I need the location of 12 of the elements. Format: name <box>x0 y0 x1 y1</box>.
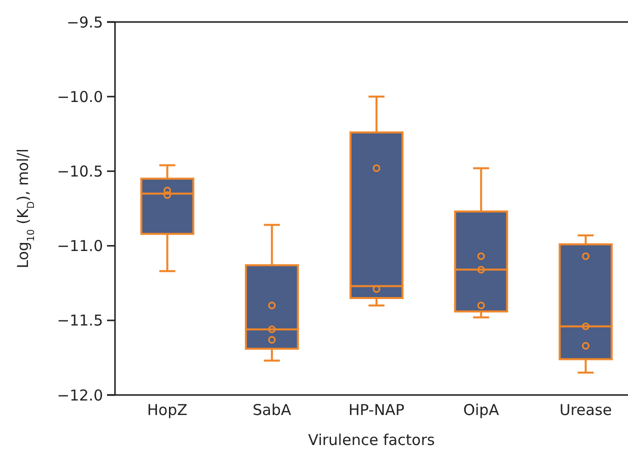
y-tick-label: −11.5 <box>57 312 103 330</box>
x-tick-label: HP-NAP <box>348 401 404 419</box>
x-tick-label: HopZ <box>147 401 188 419</box>
x-tick-label: OipA <box>463 401 500 419</box>
y-tick-label: −10.5 <box>57 162 103 180</box>
y-tick-label: −10.0 <box>57 88 103 106</box>
x-tick-label: Urease <box>560 401 612 419</box>
y-tick-label: −9.5 <box>66 13 103 32</box>
y-tick-label: −12.0 <box>57 386 103 404</box>
x-tick-label: SabA <box>252 401 292 419</box>
y-tick-label: −11.0 <box>57 237 103 256</box>
x-axis-title: Virulence factors <box>308 431 436 449</box>
